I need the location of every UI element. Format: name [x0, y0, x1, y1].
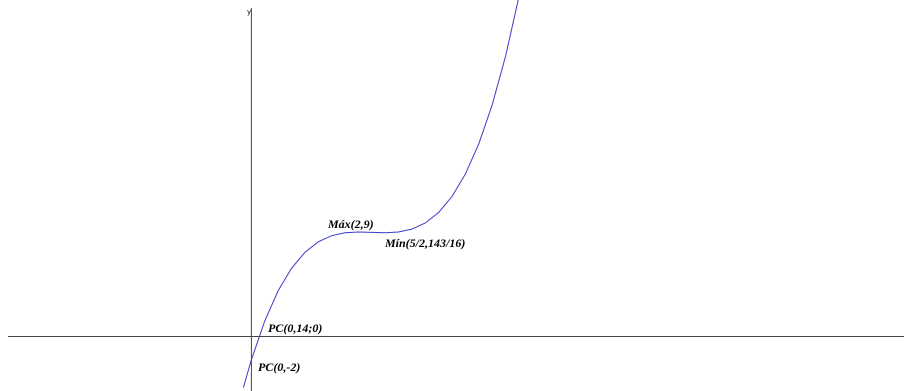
annotation: Máx(2,9) [327, 217, 374, 231]
annotation: Mín(5/2,143/16) [384, 236, 465, 250]
y-axis-label: y [247, 8, 251, 16]
annotation: PC(0,-2) [258, 360, 300, 374]
annotation: PC(0,14;0) [268, 321, 322, 335]
curve [242, 0, 519, 388]
